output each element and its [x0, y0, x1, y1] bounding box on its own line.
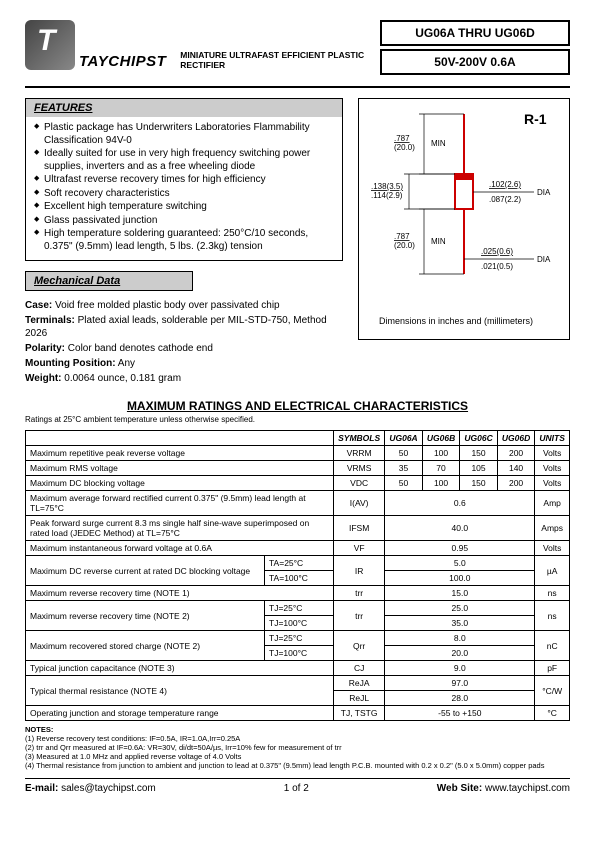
- col-b: UG06B: [422, 431, 460, 446]
- page-footer: E-mail: sales@taychipst.com 1 of 2 Web S…: [25, 778, 570, 794]
- note-item: (3) Measured at 1.0 MHz and applied reve…: [25, 752, 241, 761]
- table-row: Maximum repetitive peak reverse voltageV…: [26, 446, 570, 461]
- col-units: UNITS: [535, 431, 570, 446]
- page-number: 1 of 2: [284, 783, 309, 794]
- mechanical-title: Mechanical Data: [25, 271, 193, 291]
- model-range-box: UG06A THRU UG06D: [380, 20, 570, 46]
- package-diagram: R-1 .787 (20.0) MIN .138(3.5): [358, 98, 570, 340]
- terminals-label: Terminals:: [25, 315, 75, 326]
- note-item: (2) trr and Qrr measured at IF=0.6A: VR=…: [25, 743, 342, 752]
- mounting-text: Any: [118, 358, 135, 369]
- polarity-label: Polarity:: [25, 343, 65, 354]
- email-text: sales@taychipst.com: [61, 783, 156, 794]
- feature-item: Ideally suited for use in very high freq…: [34, 148, 334, 173]
- table-row: Typical thermal resistance (NOTE 4) ReJA…: [26, 676, 570, 691]
- header-row: TAYCHIPST MINIATURE ULTRAFAST EFFICIENT …: [25, 20, 570, 78]
- email-label: E-mail:: [25, 783, 58, 794]
- ratings-table: SYMBOLS UG06A UG06B UG06C UG06D UNITS Ma…: [25, 430, 570, 721]
- feature-item: Soft recovery characteristics: [34, 188, 334, 201]
- weight-label: Weight:: [25, 373, 61, 384]
- svg-text:.787: .787: [394, 134, 410, 143]
- table-row: Typical junction capacitance (NOTE 3)CJ9…: [26, 661, 570, 676]
- mid-row: FEATURES Plastic package has Underwriter…: [25, 98, 570, 387]
- feature-item: High temperature soldering guaranteed: 2…: [34, 228, 334, 253]
- note-item: (1) Reverse recovery test conditions: IF…: [25, 734, 240, 743]
- weight-text: 0.0064 ounce, 0.181 gram: [64, 373, 181, 384]
- svg-text:DIA: DIA: [537, 255, 551, 264]
- svg-text:DIA: DIA: [537, 188, 551, 197]
- left-column: FEATURES Plastic package has Underwriter…: [25, 98, 343, 387]
- site-label: Web Site:: [437, 783, 482, 794]
- polarity-text: Color band denotes cathode end: [68, 343, 213, 354]
- table-row: Maximum average forward rectified curren…: [26, 491, 570, 516]
- svg-text:(20.0): (20.0): [394, 143, 415, 152]
- table-row: Maximum DC blocking voltageVDC5010015020…: [26, 476, 570, 491]
- mechanical-data: Case: Void free molded plastic body over…: [25, 299, 343, 385]
- col-d: UG06D: [497, 431, 535, 446]
- svg-text:.114(2.9): .114(2.9): [371, 191, 403, 200]
- svg-text:(20.0): (20.0): [394, 241, 415, 250]
- blank-header: [26, 431, 334, 446]
- svg-text:MIN: MIN: [431, 139, 446, 148]
- site-text: www.taychipst.com: [485, 783, 570, 794]
- svg-text:.138(3.5): .138(3.5): [371, 182, 403, 191]
- ratings-subtitle: Ratings at 25°C ambient temperature unle…: [25, 415, 570, 424]
- table-row: Maximum instantaneous forward voltage at…: [26, 541, 570, 556]
- table-row: Maximum reverse recovery time (NOTE 2) T…: [26, 601, 570, 616]
- product-title: MINIATURE ULTRAFAST EFFICIENT PLASTIC RE…: [180, 20, 370, 70]
- table-row: Maximum recovered stored charge (NOTE 2)…: [26, 631, 570, 646]
- logo-block: TAYCHIPST: [25, 20, 166, 70]
- feature-item: Ultrafast reverse recovery times for hig…: [34, 174, 334, 187]
- table-row: Maximum reverse recovery time (NOTE 1)tr…: [26, 586, 570, 601]
- svg-text:Dimensions in inches and (mill: Dimensions in inches and (millimeters): [379, 316, 533, 326]
- col-c: UG06C: [460, 431, 498, 446]
- feature-item: Plastic package has Underwriters Laborat…: [34, 122, 334, 147]
- diagram-svg: R-1 .787 (20.0) MIN .138(3.5): [359, 99, 569, 339]
- case-text: Void free molded plastic body over passi…: [55, 300, 280, 311]
- svg-text:.102(2.6): .102(2.6): [489, 180, 521, 189]
- case-label: Case:: [25, 300, 52, 311]
- feature-item: Glass passivated junction: [34, 215, 334, 228]
- table-row: Maximum DC reverse current at rated DC b…: [26, 556, 570, 571]
- divider-line: [25, 86, 570, 88]
- col-a: UG06A: [385, 431, 423, 446]
- col-symbols: SYMBOLS: [334, 431, 385, 446]
- table-row: Peak forward surge current 8.3 ms single…: [26, 516, 570, 541]
- package-label: R-1: [524, 111, 547, 127]
- notes-block: NOTES: (1) Reverse recovery test conditi…: [25, 725, 570, 770]
- svg-text:.087(2.2): .087(2.2): [489, 195, 521, 204]
- table-row: Operating junction and storage temperatu…: [26, 706, 570, 721]
- table-row: Maximum RMS voltageVRMS3570105140Volts: [26, 461, 570, 476]
- features-box: FEATURES Plastic package has Underwriter…: [25, 98, 343, 261]
- title-boxes: UG06A THRU UG06D 50V-200V 0.6A: [380, 20, 570, 78]
- notes-title: NOTES:: [25, 725, 53, 734]
- spec-box: 50V-200V 0.6A: [380, 49, 570, 75]
- feature-item: Excellent high temperature switching: [34, 201, 334, 214]
- svg-text:MIN: MIN: [431, 237, 446, 246]
- note-item: (4) Thermal resistance from junction to …: [25, 761, 544, 770]
- company-logo-icon: [25, 20, 75, 70]
- features-title: FEATURES: [26, 99, 342, 117]
- svg-text:.787: .787: [394, 232, 410, 241]
- mounting-label: Mounting Position:: [25, 358, 116, 369]
- svg-text:.021(0.5): .021(0.5): [481, 262, 513, 271]
- ratings-title: MAXIMUM RATINGS AND ELECTRICAL CHARACTER…: [25, 399, 570, 413]
- svg-text:.025(0.6): .025(0.6): [481, 247, 513, 256]
- datasheet-page: TAYCHIPST MINIATURE ULTRAFAST EFFICIENT …: [0, 0, 595, 814]
- table-header-row: SYMBOLS UG06A UG06B UG06C UG06D UNITS: [26, 431, 570, 446]
- features-list: Plastic package has Underwriters Laborat…: [26, 117, 342, 260]
- company-name: TAYCHIPST: [79, 53, 166, 70]
